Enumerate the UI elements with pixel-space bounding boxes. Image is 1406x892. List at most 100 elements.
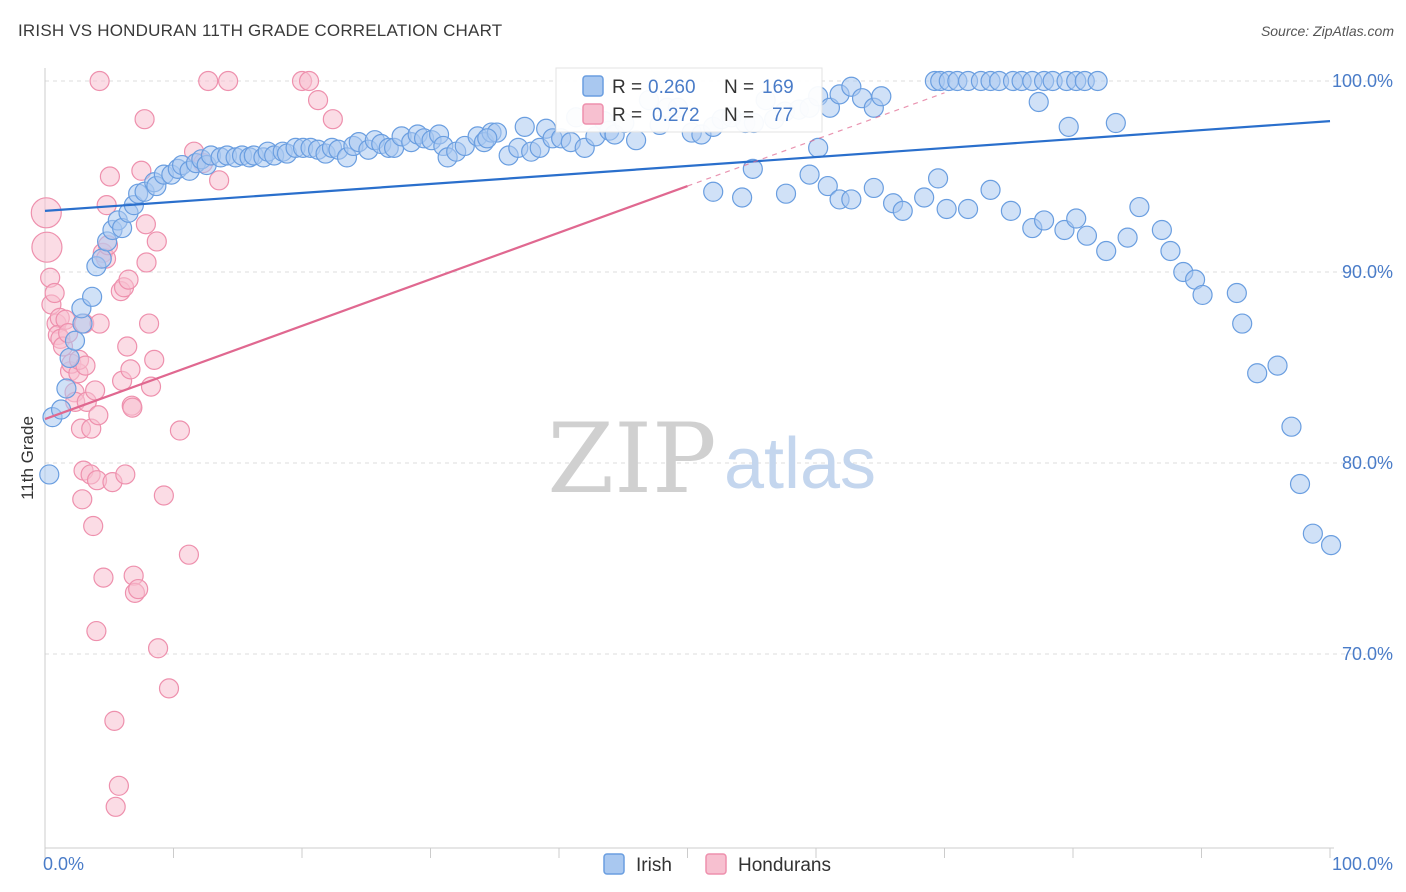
- irish-point: [1289, 473, 1311, 495]
- honduran-point: [135, 214, 156, 235]
- honduran-point: [122, 397, 143, 418]
- irish-point: [1076, 225, 1098, 246]
- honduran-point: [138, 313, 160, 334]
- irish-point: [936, 198, 957, 220]
- irish-point: [477, 128, 498, 149]
- irish-point: [1226, 282, 1247, 304]
- irish-point: [1117, 227, 1138, 248]
- honduran-point: [178, 544, 200, 565]
- honduran-point: [322, 109, 343, 130]
- irish-point: [1028, 91, 1049, 113]
- y-tick-label: 70.0%: [1342, 644, 1393, 664]
- irish-point: [1096, 240, 1117, 262]
- irish-point: [863, 177, 884, 199]
- irish-point: [799, 164, 820, 185]
- irish-point: [1058, 116, 1079, 137]
- hond-legend-marker: [705, 853, 727, 875]
- irish-point: [91, 248, 112, 269]
- irish-legend-swatch: [582, 75, 604, 97]
- honduran-point: [89, 313, 110, 334]
- honduran-point: [85, 380, 106, 401]
- irish-point: [892, 200, 913, 221]
- irish-point: [1066, 208, 1087, 229]
- irish-point: [703, 181, 724, 202]
- irish-point: [980, 179, 1001, 200]
- honduran-point: [146, 231, 167, 252]
- irish-point: [732, 187, 753, 208]
- honduran-point: [131, 160, 152, 181]
- irish-point: [1232, 313, 1253, 334]
- irish-legend-marker: [603, 853, 625, 875]
- irish-point: [59, 347, 80, 369]
- irish-point: [1033, 210, 1055, 231]
- irish-point: [1160, 240, 1181, 262]
- honduran-point: [169, 420, 191, 441]
- irish-point: [871, 86, 892, 107]
- honduran-point: [128, 578, 149, 600]
- irish-point: [957, 198, 979, 220]
- honduran-point: [209, 170, 230, 191]
- honduran-point: [158, 678, 180, 699]
- irish-point: [1192, 284, 1213, 306]
- honduran-point: [89, 70, 110, 92]
- irish-point: [1247, 363, 1268, 384]
- x-tick-label: 0.0%: [43, 854, 84, 874]
- irish-point: [927, 168, 949, 189]
- y-tick-label: 100.0%: [1332, 71, 1393, 91]
- irish-n-value: 169: [762, 77, 794, 98]
- hondurans-points: [30, 70, 343, 817]
- series-legend: Irish Hondurans: [603, 853, 831, 876]
- y-tick-label: 90.0%: [1342, 262, 1393, 282]
- tick-labels: 70.0% 80.0% 90.0% 100.0% 0.0% 100.0%: [43, 71, 1393, 874]
- honduran-point: [120, 359, 141, 380]
- irish-point: [625, 130, 647, 151]
- trend-lines: [44, 92, 1331, 421]
- honduran-point: [117, 336, 138, 357]
- irish-point: [64, 330, 86, 351]
- honduran-point: [105, 796, 126, 817]
- honduran-point: [93, 567, 114, 588]
- irish-point: [82, 286, 103, 307]
- irish-point: [1267, 355, 1288, 376]
- chart-title: IRISH VS HONDURAN 11TH GRADE CORRELATION…: [18, 21, 503, 40]
- hond-r-value: 0.272: [652, 105, 700, 126]
- honduran-point: [307, 89, 329, 111]
- honduran-point: [72, 489, 93, 510]
- irish-point: [817, 175, 838, 197]
- hond-legend-swatch: [582, 103, 604, 125]
- honduran-point: [147, 638, 169, 659]
- hond-n-label: N =: [724, 105, 754, 126]
- honduran-point: [83, 515, 104, 537]
- honduran-point: [99, 166, 120, 187]
- irish-r-value: 0.260: [648, 77, 696, 98]
- irish-point: [1302, 523, 1323, 544]
- irish-point: [1105, 112, 1126, 134]
- y-tick-label: 80.0%: [1342, 453, 1393, 473]
- honduran-point: [44, 282, 65, 304]
- irish-r-label: R =: [612, 77, 642, 98]
- irish-trend-line: [44, 120, 1331, 212]
- irish-point: [39, 464, 60, 485]
- y-axis-title: 11th Grade: [18, 416, 37, 500]
- irish-point: [775, 183, 797, 204]
- honduran-trend-line: [44, 185, 688, 421]
- honduran-point: [144, 349, 165, 370]
- honduran-point: [218, 70, 239, 92]
- honduran-point: [118, 269, 139, 290]
- irish-point: [1151, 219, 1172, 241]
- honduran-point: [86, 620, 107, 642]
- honduran-point: [115, 464, 136, 485]
- irish-point: [841, 189, 862, 210]
- irish-point: [914, 187, 935, 208]
- hond-n-value: 77: [772, 105, 793, 126]
- watermark-zip: ZIP: [547, 403, 716, 515]
- honduran-point: [104, 710, 125, 731]
- irish-legend-label: Irish: [636, 855, 672, 876]
- hond-r-label: R =: [612, 105, 642, 126]
- watermark: ZIP atlas: [547, 403, 876, 515]
- honduran-point: [136, 252, 157, 273]
- honduran-point: [88, 405, 109, 426]
- honduran-point: [30, 197, 62, 229]
- stats-legend: R = 0.260 N = 169 R = 0.272 N = 77: [555, 67, 823, 133]
